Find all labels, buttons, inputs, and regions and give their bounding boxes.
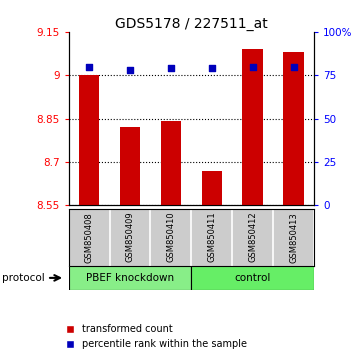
Text: GSM850408: GSM850408 [84,212,93,263]
Text: GSM850409: GSM850409 [126,212,134,263]
Bar [243,49,263,205]
Point [127,67,133,73]
Bar [191,266,314,290]
Bar [283,52,304,205]
Text: GSM850411: GSM850411 [207,212,216,263]
Text: GSM850412: GSM850412 [248,212,257,263]
Title: GDS5178 / 227511_at: GDS5178 / 227511_at [115,17,268,31]
Point [291,64,296,69]
Text: PBEF knockdown: PBEF knockdown [86,273,174,283]
Point [250,64,256,69]
Text: GSM850410: GSM850410 [166,212,175,263]
Bar [120,127,140,205]
Text: control: control [235,273,271,283]
Point [86,64,92,69]
Bar [161,121,181,205]
Legend: transformed count, percentile rank within the sample: transformed count, percentile rank withi… [66,324,247,349]
Bar [69,266,191,290]
Bar [79,75,99,205]
Text: protocol: protocol [2,273,44,283]
Point [209,65,215,71]
Point [168,65,174,71]
Text: GSM850413: GSM850413 [289,212,298,263]
Bar [201,171,222,205]
